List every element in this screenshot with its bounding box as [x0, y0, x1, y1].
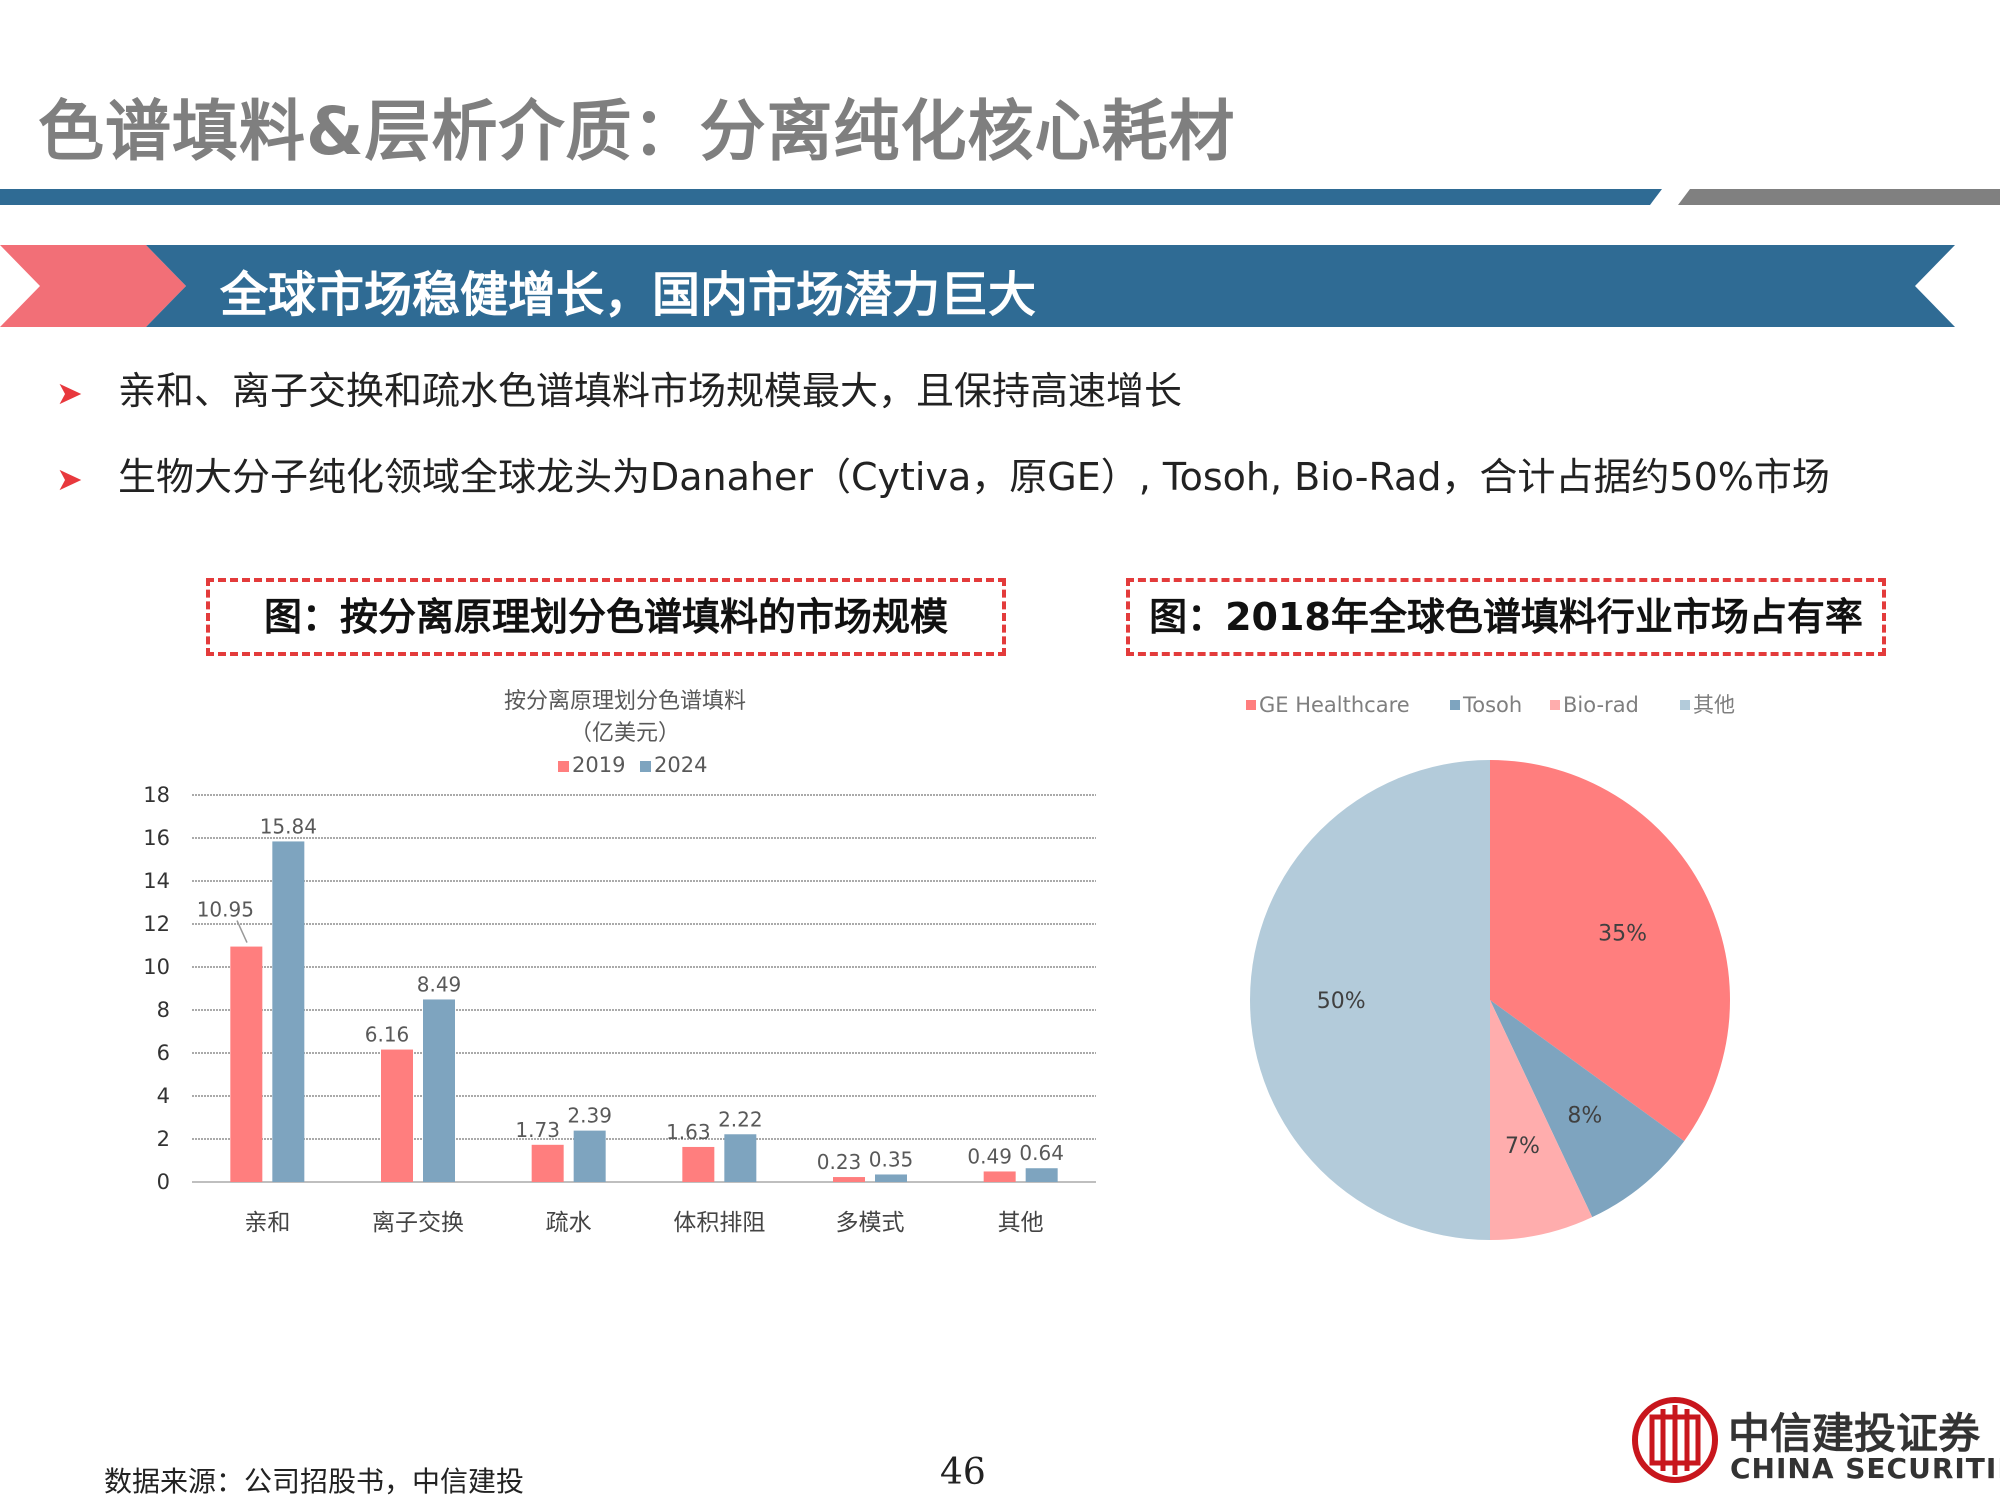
y-tick-label: 12 — [143, 912, 170, 936]
banner-heading: 全球市场稳健增长，国内市场潜力巨大 — [220, 267, 1037, 323]
china-securities-logo-icon — [1632, 1397, 1718, 1483]
source-note: 数据来源：公司招股书，中信建投 — [104, 1465, 525, 1498]
bullet-text: 生物大分子纯化领域全球龙头为Danaher（Cytiva，原GE）, Tosoh… — [118, 455, 1830, 499]
divider-blue-bar — [0, 189, 1662, 205]
bar-chart-subtitle: （亿美元） — [570, 721, 680, 746]
pie-legend-swatch — [1680, 700, 1690, 710]
bar-2024-离子交换 — [423, 999, 455, 1182]
pie-data-label: 7% — [1505, 1134, 1540, 1159]
bullet-text: 亲和、离子交换和疏水色谱填料市场规模最大，且保持高速增长 — [118, 369, 1183, 413]
y-tick-label: 16 — [143, 826, 170, 850]
arrow-bullet-icon: ➤ — [56, 374, 83, 412]
x-tick-label: 亲和 — [244, 1210, 290, 1236]
data-label-2024: 0.64 — [1019, 1141, 1064, 1165]
page-number: 46 — [940, 1452, 986, 1493]
y-tick-label: 2 — [157, 1127, 170, 1151]
data-label-2024: 2.22 — [718, 1107, 763, 1131]
pie-legend-swatch — [1550, 700, 1560, 710]
legend-swatch-2019 — [558, 761, 569, 772]
data-label-2019: 1.63 — [666, 1120, 711, 1144]
bar-2024-疏水 — [573, 1130, 606, 1182]
header-divider — [0, 189, 2000, 205]
data-label-2019: 1.73 — [515, 1118, 560, 1142]
y-tick-label: 0 — [157, 1170, 170, 1194]
pie-slice-Tosoh — [1490, 1000, 1685, 1218]
x-tick-label: 多模式 — [836, 1210, 905, 1236]
pie-data-label: 35% — [1598, 921, 1647, 946]
page-title: 色谱填料&层析介质：分离纯化核心耗材 — [38, 93, 1236, 170]
data-label-2024: 8.49 — [417, 972, 462, 996]
data-label-2024: 2.39 — [567, 1104, 612, 1128]
left-chart-caption: 图：按分离原理划分色谱填料的市场规模 — [263, 595, 948, 639]
bar-2019-亲和 — [230, 946, 263, 1182]
x-tick-label: 疏水 — [546, 1210, 592, 1236]
pie-slice-其他 — [1250, 760, 1490, 1240]
banner-red-arrow — [0, 245, 186, 327]
y-tick-label: 18 — [143, 783, 170, 807]
x-tick-label: 体积排阻 — [673, 1210, 765, 1236]
data-label-2019: 10.95 — [197, 898, 254, 922]
x-tick-label: 离子交换 — [372, 1210, 464, 1236]
legend-label-2019: 2019 — [572, 753, 625, 777]
divider-gray-bar — [1678, 189, 2000, 205]
logo-english-name: CHINA SECURITIES — [1730, 1452, 2000, 1485]
pie-legend-label: 其他 — [1693, 693, 1735, 717]
bar-2024-亲和 — [272, 841, 305, 1182]
bar-chart: 按分离原理划分色谱填料 （亿美元） 2019 2024 0 2 4 6 8 10 12 14 16 18 亲… — [143, 689, 1096, 1236]
bar-2024-体积排阻 — [724, 1134, 757, 1182]
bar-2019-疏水 — [531, 1144, 564, 1182]
bullet-item: ➤ 生物大分子纯化领域全球龙头为Danaher（Cytiva，原GE）, Toso… — [56, 446, 1830, 501]
pie-legend-swatch — [1450, 700, 1460, 710]
pie-legend-label: Tosoh — [1462, 693, 1522, 717]
y-tick-label: 8 — [157, 998, 170, 1022]
y-tick-label: 4 — [157, 1084, 170, 1108]
data-label-2019: 6.16 — [365, 1023, 410, 1047]
y-tick-label: 14 — [143, 869, 170, 893]
x-tick-label: 其他 — [998, 1210, 1044, 1236]
pie-chart: GE Healthcare Tosoh Bio-rad 其他 35% 8% 7% 50% — [1246, 693, 1735, 1240]
bar-2019-其他 — [983, 1171, 1016, 1182]
pie-legend-label: Bio-rad — [1563, 693, 1639, 717]
y-tick-label: 6 — [157, 1041, 170, 1065]
data-label-2019: 0.23 — [817, 1150, 862, 1174]
pie-slice-GE Healthcare — [1490, 760, 1730, 1142]
right-chart-title-box: 图：2018年全球色谱填料行业市场占有率 — [1126, 578, 1886, 656]
section-banner — [0, 245, 1955, 327]
arrow-bullet-icon: ➤ — [56, 460, 83, 498]
pie-legend-swatch — [1246, 700, 1256, 710]
right-chart-caption: 图：2018年全球色谱填料行业市场占有率 — [1149, 595, 1863, 639]
y-tick-label: 10 — [143, 955, 170, 979]
legend-swatch-2024 — [640, 761, 651, 772]
bar-2024-其他 — [1025, 1168, 1058, 1182]
banner-blue-band — [146, 245, 1955, 327]
bar-2019-离子交换 — [381, 1049, 413, 1182]
label-leader-line — [236, 920, 248, 943]
data-label-2024: 15.84 — [260, 814, 317, 838]
pie-data-label: 8% — [1567, 1104, 1602, 1129]
bullet-item: ➤ 亲和、离子交换和疏水色谱填料市场规模最大，且保持高速增长 — [56, 360, 1182, 415]
legend-label-2024: 2024 — [654, 753, 707, 777]
data-label-2019: 0.49 — [967, 1144, 1012, 1168]
bar-2024-多模式 — [875, 1174, 907, 1182]
pie-data-label: 50% — [1317, 989, 1366, 1014]
bar-chart-title: 按分离原理划分色谱填料 — [504, 689, 746, 714]
bar-2019-体积排阻 — [682, 1146, 715, 1182]
data-label-2024: 0.35 — [869, 1147, 914, 1171]
pie-legend-label: GE Healthcare — [1259, 693, 1410, 717]
bar-2019-多模式 — [833, 1177, 865, 1182]
left-chart-title-box: 图：按分离原理划分色谱填料的市场规模 — [206, 578, 1006, 656]
pie-slice-Bio-rad — [1490, 1000, 1593, 1240]
logo-chinese-name: 中信建投证券 — [1728, 1409, 1981, 1458]
